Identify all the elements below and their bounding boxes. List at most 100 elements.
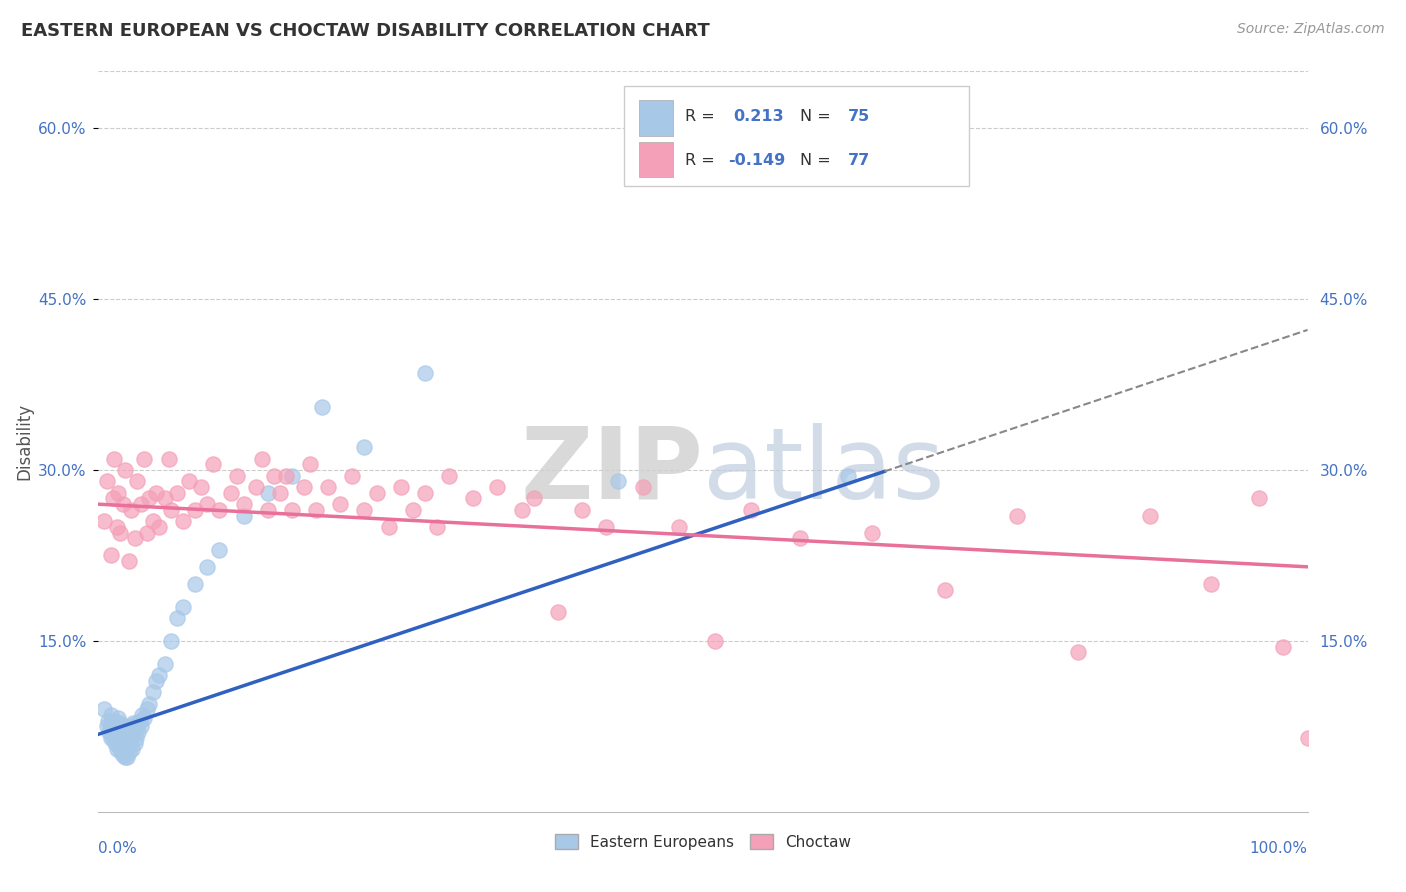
Point <box>269 485 291 500</box>
Point <box>263 468 285 483</box>
Legend: Eastern Europeans, Choctaw: Eastern Europeans, Choctaw <box>550 828 856 856</box>
Point <box>292 480 315 494</box>
Point <box>105 742 128 756</box>
Point <box>128 714 150 728</box>
FancyBboxPatch shape <box>638 142 673 178</box>
Point <box>127 725 149 739</box>
Point <box>96 475 118 489</box>
Point <box>112 742 135 756</box>
Point <box>413 485 436 500</box>
Point <box>100 715 122 730</box>
Point <box>256 503 278 517</box>
Point <box>118 736 141 750</box>
Point <box>108 742 131 756</box>
Point <box>118 746 141 760</box>
Point <box>221 485 243 500</box>
Point <box>860 525 883 540</box>
Point <box>93 702 115 716</box>
Point <box>110 727 132 741</box>
Point <box>111 497 134 511</box>
Point <box>124 736 146 750</box>
Point <box>789 532 811 546</box>
Text: 0.213: 0.213 <box>734 109 785 124</box>
Point <box>510 503 533 517</box>
Point <box>179 475 201 489</box>
Point <box>184 503 207 517</box>
Point <box>195 559 218 574</box>
Point <box>120 503 142 517</box>
Point <box>97 714 120 728</box>
Point <box>402 503 425 517</box>
Point <box>305 503 328 517</box>
Point <box>426 520 449 534</box>
Point <box>1007 508 1029 523</box>
Point <box>172 599 194 614</box>
Point <box>316 480 339 494</box>
Point <box>107 725 129 739</box>
Text: EASTERN EUROPEAN VS CHOCTAW DISABILITY CORRELATION CHART: EASTERN EUROPEAN VS CHOCTAW DISABILITY C… <box>21 22 710 40</box>
Point <box>103 727 125 741</box>
Point <box>160 503 183 517</box>
Point <box>101 723 124 737</box>
Point <box>108 731 131 745</box>
Point <box>1067 645 1090 659</box>
Point <box>202 458 225 472</box>
Point <box>96 719 118 733</box>
Text: ZIP: ZIP <box>520 423 703 520</box>
Point <box>101 491 124 506</box>
Point <box>195 497 218 511</box>
Text: R =: R = <box>685 153 720 168</box>
Point <box>114 731 136 745</box>
Point <box>138 491 160 506</box>
Point <box>100 727 122 741</box>
Point <box>299 458 322 472</box>
Point <box>129 497 152 511</box>
Point <box>115 746 138 760</box>
Point <box>100 719 122 733</box>
Point <box>157 451 180 466</box>
Point <box>1139 508 1161 523</box>
Point <box>105 731 128 745</box>
Point <box>148 520 170 534</box>
Point <box>120 719 142 733</box>
Point <box>281 468 304 483</box>
Point <box>111 734 134 748</box>
Point <box>281 503 304 517</box>
Point <box>153 657 176 671</box>
Point <box>93 514 115 528</box>
Point <box>117 731 139 745</box>
Point <box>366 485 388 500</box>
Point <box>117 750 139 764</box>
Point <box>1199 577 1222 591</box>
Point <box>115 723 138 737</box>
Point <box>184 577 207 591</box>
Point <box>208 542 231 557</box>
Point <box>377 520 399 534</box>
Point <box>108 715 131 730</box>
Text: 0.0%: 0.0% <box>98 841 138 856</box>
Point <box>704 633 727 648</box>
Point <box>172 514 194 528</box>
FancyBboxPatch shape <box>624 87 969 186</box>
Point <box>129 719 152 733</box>
Point <box>104 736 127 750</box>
Point <box>1296 731 1319 745</box>
Text: N =: N = <box>800 109 835 124</box>
Point <box>107 736 129 750</box>
Point <box>353 440 375 454</box>
Point <box>311 401 333 415</box>
Point <box>571 503 593 517</box>
Point <box>121 727 143 741</box>
Point <box>245 480 267 494</box>
Point <box>342 468 364 483</box>
Text: 75: 75 <box>848 109 870 124</box>
Point <box>122 715 145 730</box>
Point <box>153 491 176 506</box>
Text: 77: 77 <box>848 153 870 168</box>
Point <box>190 480 212 494</box>
Point <box>547 606 569 620</box>
Point <box>124 532 146 546</box>
Point <box>114 463 136 477</box>
Point <box>114 750 136 764</box>
Point <box>389 480 412 494</box>
